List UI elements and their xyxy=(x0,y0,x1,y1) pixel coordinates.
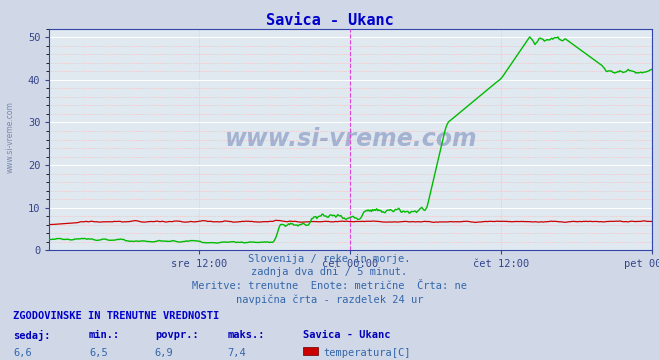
Text: www.si-vreme.com: www.si-vreme.com xyxy=(225,127,477,152)
Text: Meritve: trenutne  Enote: metrične  Črta: ne: Meritve: trenutne Enote: metrične Črta: … xyxy=(192,281,467,291)
Text: maks.:: maks.: xyxy=(227,330,265,340)
Text: navpična črta - razdelek 24 ur: navpična črta - razdelek 24 ur xyxy=(236,295,423,305)
Text: 6,5: 6,5 xyxy=(89,348,107,358)
Text: Savica - Ukanc: Savica - Ukanc xyxy=(303,330,391,340)
Text: 6,9: 6,9 xyxy=(155,348,173,358)
Text: 7,4: 7,4 xyxy=(227,348,246,358)
Text: povpr.:: povpr.: xyxy=(155,330,198,340)
Text: Savica - Ukanc: Savica - Ukanc xyxy=(266,13,393,28)
Text: min.:: min.: xyxy=(89,330,120,340)
Text: zadnja dva dni / 5 minut.: zadnja dva dni / 5 minut. xyxy=(251,267,408,278)
Text: temperatura[C]: temperatura[C] xyxy=(323,348,411,358)
Text: www.si-vreme.com: www.si-vreme.com xyxy=(5,101,14,173)
Text: Slovenija / reke in morje.: Slovenija / reke in morje. xyxy=(248,254,411,264)
Text: 6,6: 6,6 xyxy=(13,348,32,358)
Text: ZGODOVINSKE IN TRENUTNE VREDNOSTI: ZGODOVINSKE IN TRENUTNE VREDNOSTI xyxy=(13,311,219,321)
Text: sedaj:: sedaj: xyxy=(13,330,51,341)
